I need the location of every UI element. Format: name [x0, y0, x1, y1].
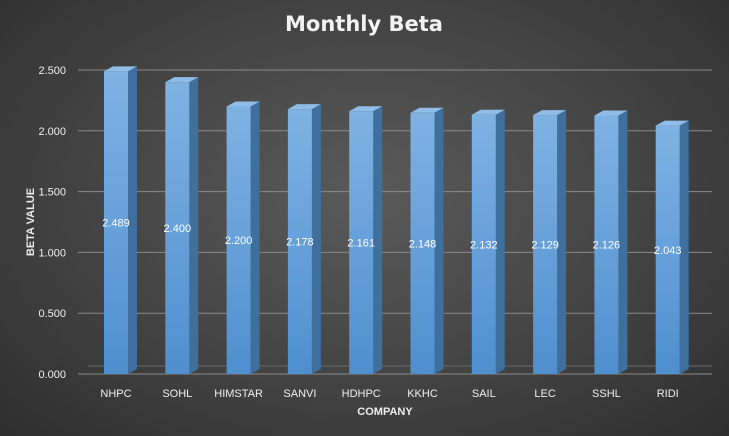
y-axis-ticks: 0.000 0.500 1.000 1.500 2.000 2.500	[38, 65, 66, 381]
bar-front	[655, 125, 680, 374]
bar-side	[250, 101, 260, 374]
bar-top	[104, 66, 137, 72]
x-axis-title: COMPANY	[357, 406, 413, 418]
data-label: 2.161	[347, 238, 375, 250]
bar-side	[434, 107, 444, 375]
bar	[226, 101, 260, 374]
bar-top	[349, 106, 383, 112]
x-axis-ticks: NHPC SOHL HIMSTAR SANVI HDHPC KKHC SAIL LEC SSHL…	[100, 388, 678, 400]
data-label: 2.043	[654, 245, 682, 257]
x-tick-label: SSHL	[592, 388, 621, 400]
bar-front	[471, 114, 496, 374]
bar	[287, 104, 321, 374]
y-axis-title: BETA VALUE	[25, 188, 37, 256]
bar-side	[557, 110, 567, 375]
bar	[410, 107, 444, 375]
bars	[104, 66, 689, 375]
bar-top	[410, 107, 444, 113]
bar-side	[373, 106, 383, 374]
bar-top	[533, 110, 567, 116]
chart-title: Monthly Beta	[285, 12, 443, 36]
bar-front	[349, 111, 374, 374]
bar-side	[618, 110, 628, 375]
bar-side	[311, 104, 321, 374]
data-label: 2.178	[286, 237, 314, 249]
bar-front	[410, 112, 435, 375]
bar	[471, 109, 505, 374]
y-tick-label: 1.000	[38, 247, 66, 259]
bar-front	[533, 115, 558, 375]
bar-side	[128, 66, 137, 375]
x-tick-label: HIMSTAR	[214, 388, 263, 400]
bar-side	[679, 120, 689, 374]
bar	[533, 110, 567, 375]
bar	[594, 110, 628, 375]
bar	[104, 66, 137, 375]
bar-top	[226, 101, 260, 107]
data-label: 2.489	[102, 218, 130, 230]
data-label: 2.200	[225, 235, 253, 247]
bar-side	[495, 109, 505, 374]
bar-front	[165, 82, 190, 374]
x-tick-label: SANVI	[283, 388, 316, 400]
data-label: 2.129	[531, 240, 559, 252]
bar-top	[165, 77, 199, 83]
y-tick-label: 2.000	[38, 126, 66, 138]
bar-top	[655, 120, 689, 126]
x-tick-label: HDHPC	[342, 388, 381, 400]
x-tick-label: SOHL	[162, 388, 192, 400]
bar	[165, 77, 199, 374]
x-tick-label: KKHC	[407, 388, 438, 400]
y-tick-label: 0.000	[38, 369, 66, 381]
x-tick-label: NHPC	[100, 388, 131, 400]
y-tick-label: 2.500	[38, 65, 66, 77]
data-labels: 2.489 2.400 2.200 2.178 2.161 2.148 2.132 2.129…	[102, 218, 681, 257]
x-tick-label: LEC	[534, 388, 555, 400]
x-tick-label: RIDI	[657, 388, 679, 400]
bar-front	[287, 109, 312, 374]
y-tick-label: 1.500	[38, 187, 66, 199]
data-label: 2.400	[164, 223, 192, 235]
bar-top	[287, 104, 321, 110]
bar-top	[471, 109, 505, 115]
bar	[349, 106, 383, 374]
data-label: 2.132	[470, 239, 498, 251]
bar-front	[594, 115, 619, 375]
data-label: 2.126	[593, 240, 621, 252]
bar	[655, 120, 689, 374]
bar-front	[104, 71, 128, 375]
data-label: 2.148	[409, 238, 437, 250]
x-tick-label: SAIL	[472, 388, 496, 400]
bar-top	[594, 110, 628, 116]
y-tick-label: 0.500	[38, 308, 66, 320]
bar-front	[226, 106, 251, 374]
bar-side	[189, 77, 199, 374]
